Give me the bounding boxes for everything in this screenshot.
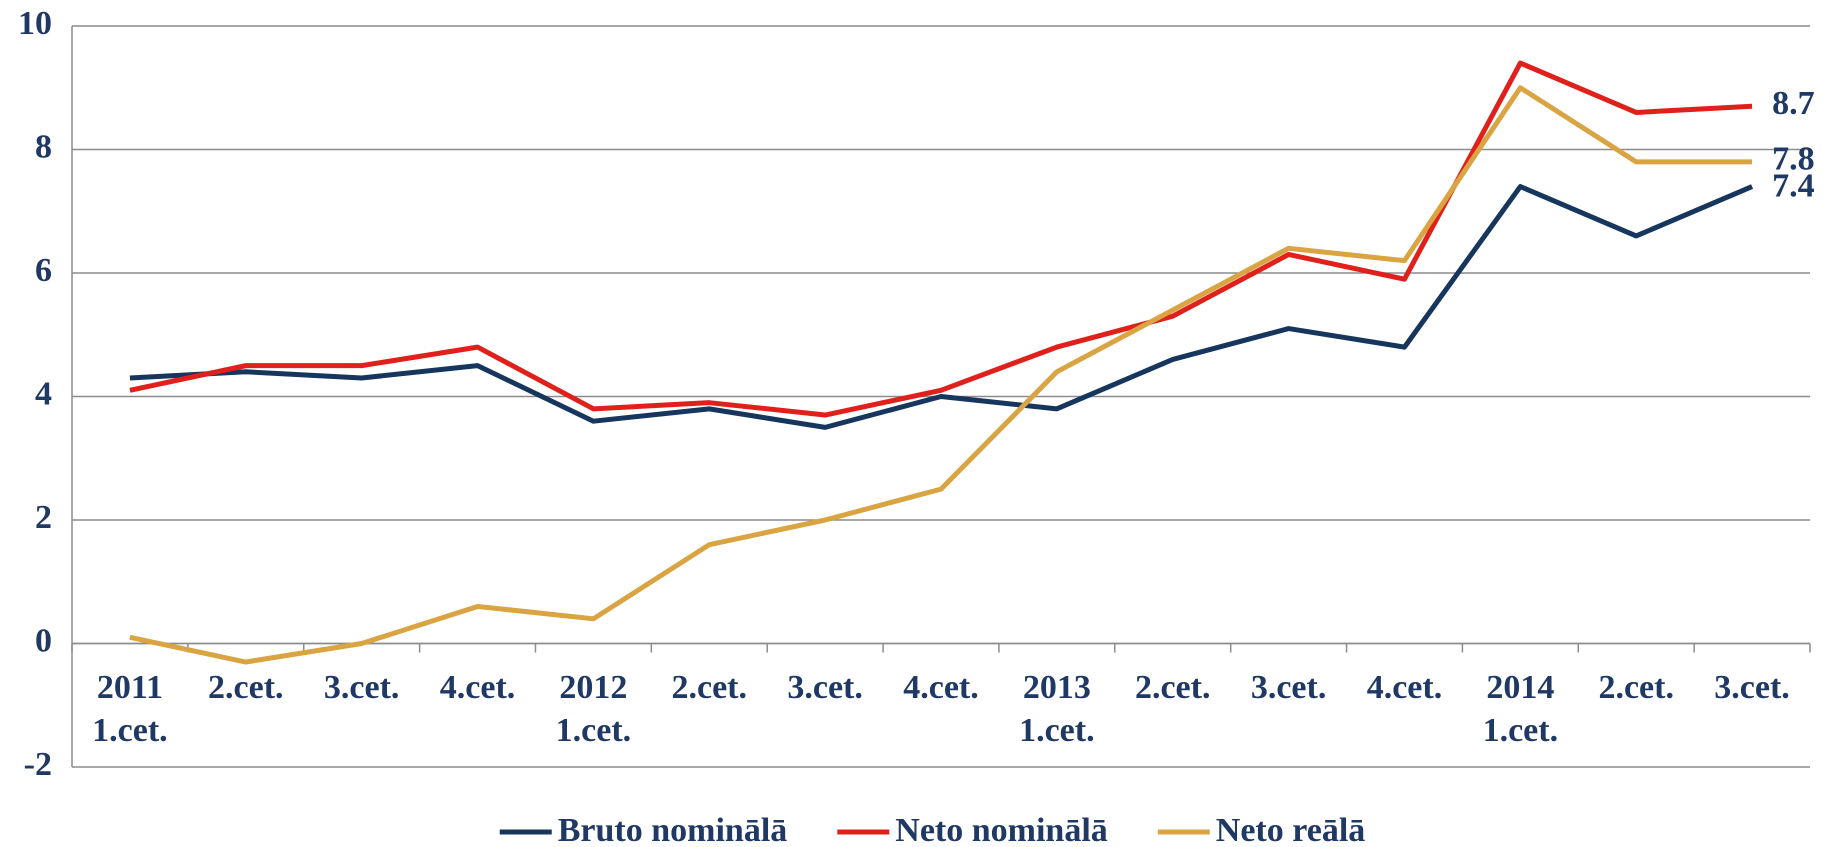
x-tick-label: 3.cet.	[1714, 669, 1790, 706]
data-label: 7.8	[1772, 141, 1815, 178]
series-line	[129, 85, 1753, 665]
x-tick-label: 3.cet.	[324, 669, 400, 706]
x-tick-label: 2014	[1486, 669, 1554, 706]
series-line	[129, 60, 1753, 418]
x-tick-label: 1.cet.	[1483, 712, 1559, 749]
series-line	[129, 184, 1754, 430]
x-tick-label: 2013	[1023, 669, 1091, 706]
y-tick-label: -2	[24, 746, 52, 783]
x-tick-label: 3.cet.	[787, 669, 863, 706]
x-tick-label: 4.cet.	[440, 669, 516, 706]
legend-label: Neto reālā	[1216, 812, 1365, 847]
data-label: 8.7	[1772, 85, 1815, 122]
x-tick-label: 2.cet.	[208, 669, 284, 706]
y-tick-label: 6	[35, 252, 52, 289]
y-tick-label: 4	[35, 375, 52, 412]
y-tick-label: 8	[35, 128, 52, 165]
x-tick-label: 2011	[97, 669, 163, 706]
data-label: 7.4	[1772, 167, 1815, 204]
x-tick-label: 2.cet.	[1135, 669, 1211, 706]
x-tick-label: 1.cet.	[92, 712, 168, 749]
y-tick-label: 0	[35, 622, 52, 659]
x-tick-label: 1.cet.	[1019, 712, 1095, 749]
x-tick-label: 1.cet.	[556, 712, 632, 749]
legend-label: Bruto nominālā	[558, 812, 788, 847]
legend-label: Neto nominālā	[895, 812, 1108, 847]
x-tick-label: 4.cet.	[1367, 669, 1443, 706]
y-tick-label: 2	[35, 499, 52, 536]
x-tick-label: 3.cet.	[1251, 669, 1327, 706]
x-tick-label: 2.cet.	[672, 669, 748, 706]
y-tick-label: 10	[18, 5, 52, 42]
x-tick-label: 2012	[559, 669, 627, 706]
x-tick-label: 2.cet.	[1598, 669, 1674, 706]
x-tick-label: 4.cet.	[903, 669, 979, 706]
